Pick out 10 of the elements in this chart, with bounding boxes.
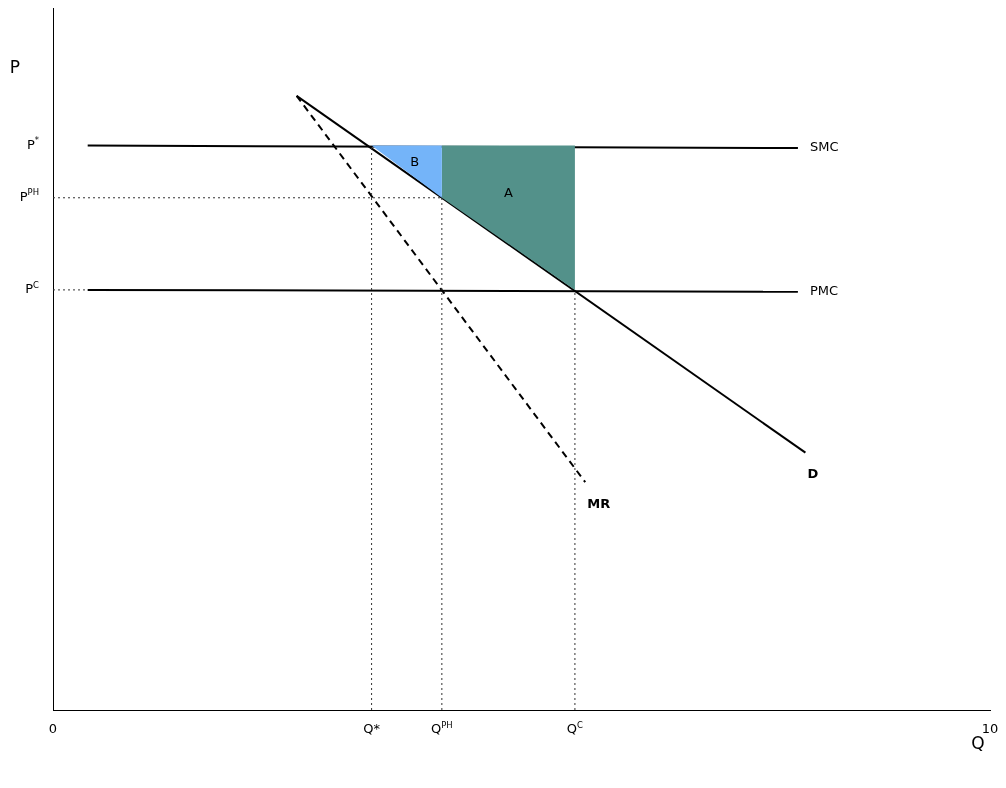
- x-tick-label: Q*: [363, 721, 381, 737]
- series-label: SMC: [809, 139, 839, 155]
- series-label: D: [807, 466, 819, 482]
- text: P*: [26, 135, 39, 152]
- annotation: A: [503, 185, 513, 201]
- y-axis-title: P: [9, 57, 21, 78]
- x-tick-label: 0: [48, 721, 58, 737]
- annotation: B: [410, 154, 420, 170]
- series-label: PMC: [809, 283, 839, 299]
- series-label: MR: [587, 495, 611, 511]
